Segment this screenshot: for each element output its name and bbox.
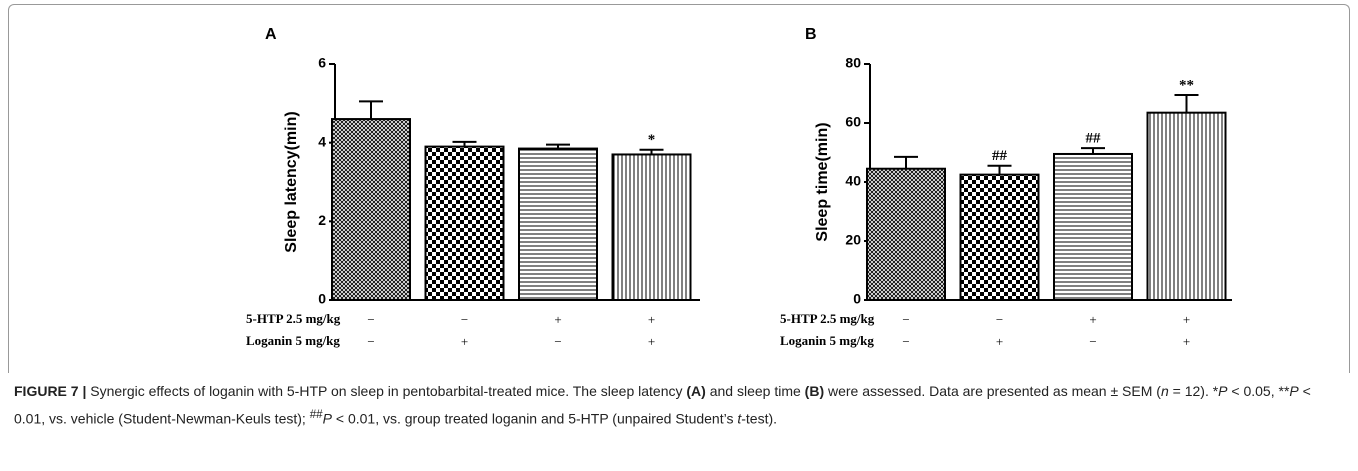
y-tick-label: 2 [318, 212, 326, 228]
caption-text: < 0.05, ** [1227, 383, 1290, 399]
condition-label: 5-HTP 2.5 mg/kg [780, 311, 875, 326]
condition-sign: + [1089, 312, 1096, 327]
caption-text: -test). [741, 410, 778, 427]
caption-text: P [1218, 383, 1228, 399]
significance-label: ## [992, 148, 1008, 164]
condition-sign: + [648, 334, 655, 349]
bar [1053, 152, 1133, 301]
condition-sign: − [367, 334, 374, 349]
condition-sign: − [461, 312, 468, 327]
panel-label: A [265, 26, 277, 43]
caption-text: were assessed. Data are presented as mea… [824, 383, 1161, 399]
condition-sign: + [1183, 312, 1190, 327]
y-tick-label: 4 [318, 133, 326, 149]
bar [518, 147, 598, 301]
condition-sign: − [1089, 334, 1096, 349]
figure: A Sleep latency(min) 0 2 4 6 − − − + + − * + +5-HTP 2.… [246, 26, 1232, 349]
condition-sign: + [996, 334, 1003, 349]
y-axis-label: Sleep time(min) [814, 122, 831, 241]
caption-text: < 0.01, vs. group treated loganin and 5-… [332, 410, 738, 427]
y-tick-label: 80 [845, 55, 861, 71]
bar [331, 118, 411, 301]
bar [959, 173, 1040, 301]
caption-text: < 0.01, vs. vehicle (Student-Newman-Keul… [14, 383, 1311, 427]
y-tick-label: 0 [318, 291, 326, 307]
y-tick-label: 6 [318, 55, 326, 71]
caption-text: Synergic effects of loganin with 5-HTP o… [86, 383, 687, 399]
caption-label: FIGURE 7 | [14, 383, 87, 399]
condition-sign: + [1183, 334, 1190, 349]
significance-label: * [648, 132, 656, 148]
condition-sign: + [554, 312, 561, 327]
caption-text: n [1160, 383, 1169, 399]
caption-text: P [1289, 383, 1299, 399]
y-tick-label: 60 [845, 114, 861, 130]
figure-frame [8, 4, 1350, 373]
bar [611, 153, 692, 301]
panel-label: B [805, 26, 817, 43]
bar [866, 167, 946, 301]
caption-text: and sleep time [705, 383, 805, 399]
condition-sign: + [461, 334, 468, 349]
caption-text: (A) [686, 383, 706, 399]
condition-sign: − [996, 312, 1003, 327]
y-tick-label: 0 [853, 291, 861, 307]
bar [1146, 111, 1227, 301]
condition-sign: − [902, 334, 909, 349]
caption-text: t [737, 410, 742, 427]
caption-text: ## [309, 408, 323, 421]
condition-label: 5-HTP 2.5 mg/kg [246, 311, 341, 326]
significance-label: ** [1179, 77, 1194, 93]
condition-sign: + [648, 312, 655, 327]
condition-label: Loganin 5 mg/kg [246, 333, 340, 348]
bar [424, 145, 505, 301]
significance-label: ## [1086, 131, 1102, 147]
condition-label: Loganin 5 mg/kg [780, 333, 874, 348]
caption-text: (B) [804, 383, 825, 399]
condition-sign: − [554, 334, 561, 349]
caption: FIGURE 7 | Synergic effects of loganin w… [14, 380, 1344, 431]
condition-sign: − [367, 312, 374, 327]
caption-text: P [322, 410, 332, 427]
y-axis-label: Sleep latency(min) [283, 111, 300, 252]
caption-text: = 12). * [1168, 383, 1219, 399]
y-tick-label: 40 [845, 173, 861, 189]
y-tick-label: 20 [845, 232, 861, 248]
condition-sign: − [902, 312, 909, 327]
